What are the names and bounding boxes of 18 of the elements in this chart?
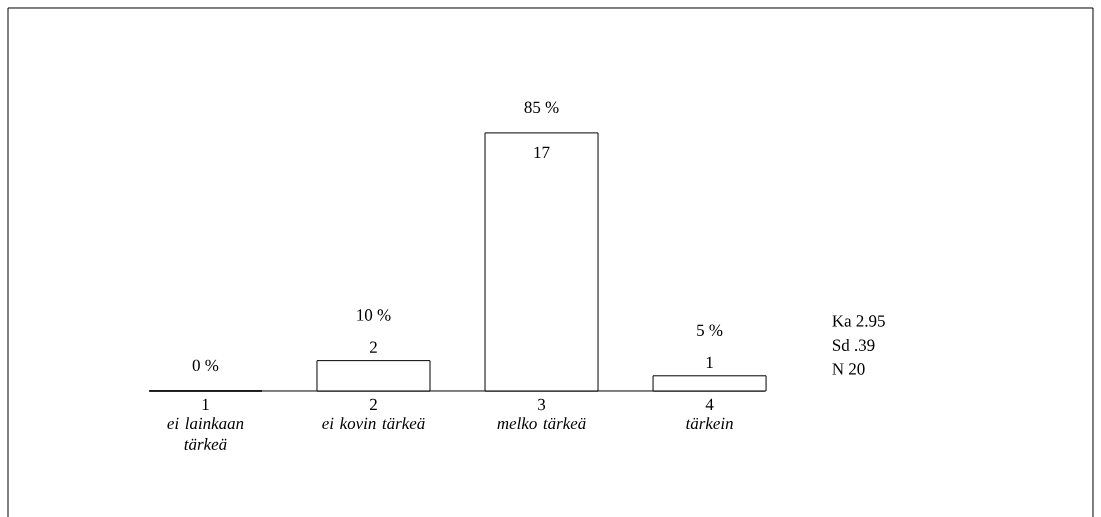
annotation: 5 % <box>697 324 723 336</box>
x-tick-label: 1 <box>202 398 209 411</box>
x-tick-label: 2 <box>370 398 377 411</box>
data-label: 2 <box>370 341 377 353</box>
x-tick-label: 4 <box>705 398 714 410</box>
annotation: 0 % <box>192 359 219 372</box>
text: ei kovin tärkeä <box>322 417 425 430</box>
text: Ka 2.95 <box>832 315 885 327</box>
data-label: 17 <box>534 146 550 158</box>
text: Sd .39 <box>832 338 875 351</box>
annotation: 85 % <box>524 101 559 114</box>
text: ei lainkaan tärkeä <box>167 417 244 451</box>
text: tärkein <box>686 417 733 430</box>
data-label: 1 <box>706 356 713 368</box>
text: melko tärkeä <box>497 417 586 430</box>
text: N 20 <box>832 363 865 375</box>
x-tick-label: 3 <box>538 398 546 411</box>
annotation: 10 % <box>357 309 391 321</box>
